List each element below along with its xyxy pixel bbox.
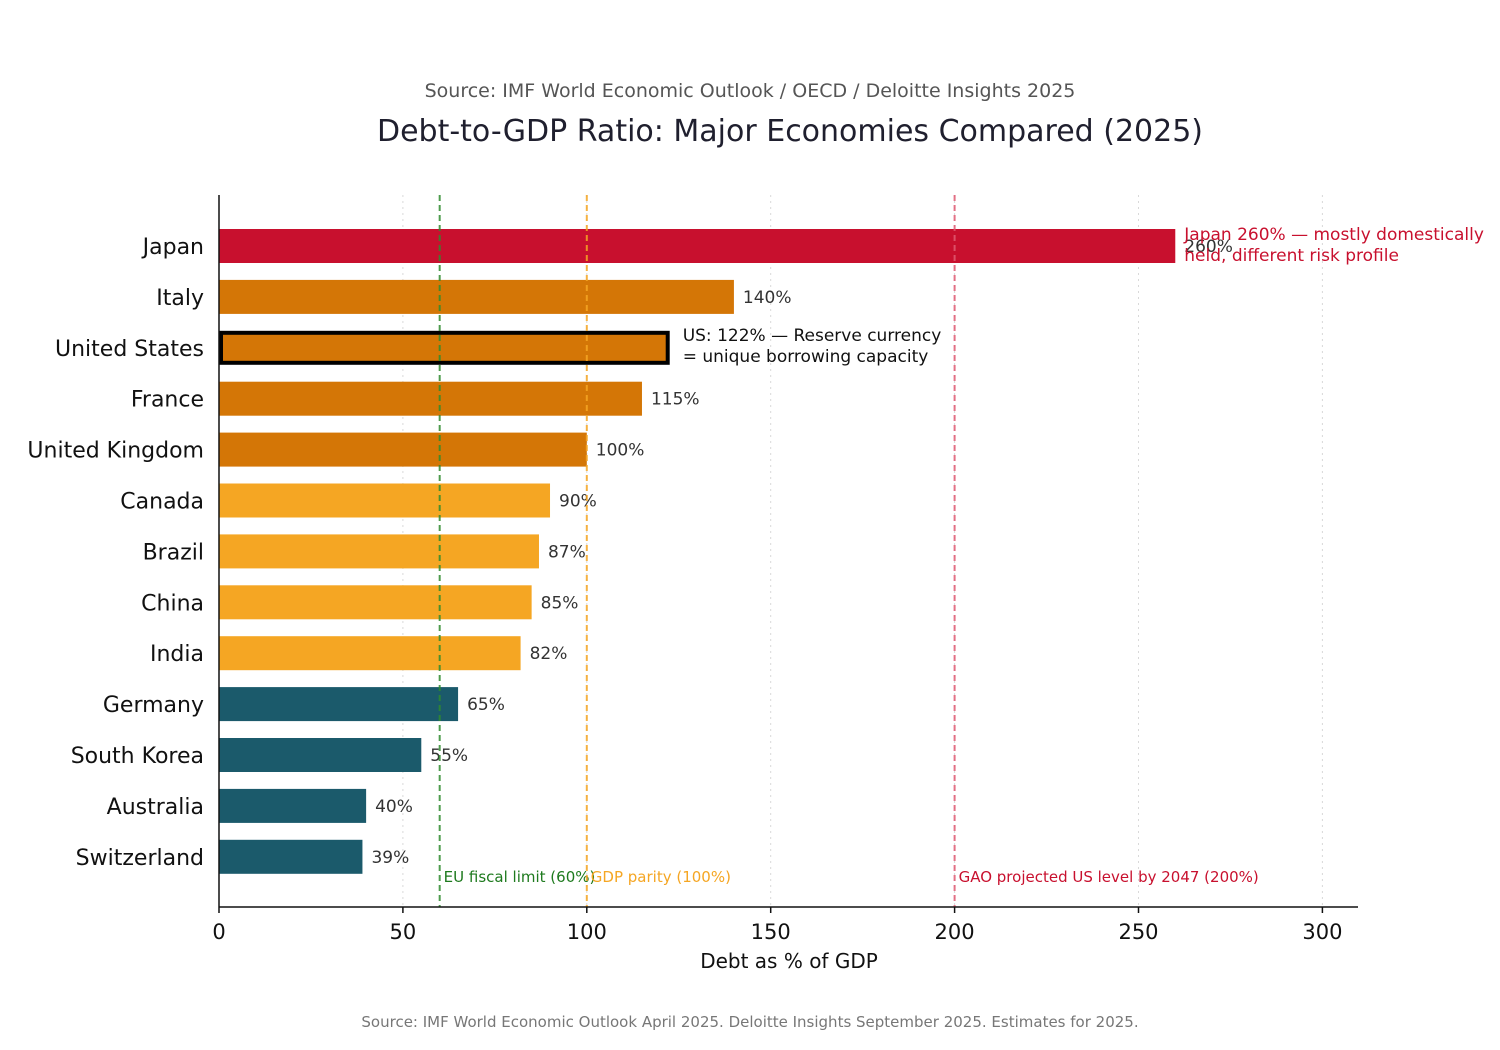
x-tick-label: 250 <box>1118 920 1158 944</box>
x-axis-label: Debt as % of GDP <box>700 949 878 973</box>
x-tick-label: 100 <box>567 920 607 944</box>
category-label: France <box>131 388 204 413</box>
value-label: 55% <box>430 746 468 766</box>
bar-germany <box>219 687 459 722</box>
category-label: Italy <box>156 286 204 311</box>
category-label: Brazil <box>143 540 204 565</box>
category-label: Australia <box>107 795 204 820</box>
category-label: Switzerland <box>76 846 204 871</box>
category-label: South Korea <box>71 744 204 769</box>
value-label: 140% <box>743 288 792 308</box>
bar-india <box>219 636 521 671</box>
category-label: India <box>150 642 204 667</box>
x-tick-label: 50 <box>390 920 417 944</box>
value-label: 100% <box>596 441 645 461</box>
category-label: United States <box>55 337 204 362</box>
x-tick-label: 0 <box>212 920 225 944</box>
bar-australia <box>219 788 367 823</box>
reference-line-label: EU fiscal limit (60%) <box>444 868 596 886</box>
annotation-text: US: 122% — Reserve currency <box>683 326 942 346</box>
bar-japan <box>219 229 1176 263</box>
category-label: Canada <box>120 490 204 515</box>
value-label: 40% <box>375 797 413 817</box>
bar-italy <box>219 279 734 314</box>
category-label: China <box>141 591 204 616</box>
chart-subtitle: Source: IMF World Economic Outlook / OEC… <box>424 80 1076 102</box>
annotation-text: = unique borrowing capacity <box>683 347 929 367</box>
value-label: 115% <box>651 390 700 410</box>
bar-china <box>219 585 532 620</box>
x-tick-label: 300 <box>1302 920 1342 944</box>
x-tick-label: 150 <box>751 920 791 944</box>
chart-footnote: Source: IMF World Economic Outlook April… <box>361 1013 1139 1031</box>
chart-title: Debt-to-GDP Ratio: Major Economies Compa… <box>376 114 1204 149</box>
bar-south-korea <box>219 738 422 772</box>
value-label: 90% <box>559 492 597 512</box>
bar-brazil <box>219 534 539 569</box>
bar-france <box>219 381 642 416</box>
value-label: 87% <box>548 542 586 562</box>
value-label: 82% <box>530 644 568 664</box>
bar-canada <box>219 483 551 518</box>
value-label: 260% <box>1184 237 1233 257</box>
value-label: 85% <box>541 593 579 613</box>
reference-line-label: GDP parity (100%) <box>591 868 731 886</box>
bar-united-kingdom <box>219 432 587 467</box>
value-label: 39% <box>371 848 409 868</box>
bar-united-states <box>219 330 670 365</box>
bar-switzerland <box>219 839 363 874</box>
category-label: Germany <box>103 693 204 718</box>
reference-line-label: GAO projected US level by 2047 (200%) <box>959 868 1259 886</box>
value-label: 65% <box>467 695 505 715</box>
x-tick-label: 200 <box>935 920 975 944</box>
annotation-text: Japan 260% — mostly domestically <box>1183 225 1484 245</box>
category-label: United Kingdom <box>27 439 204 464</box>
category-label: Japan <box>141 235 204 260</box>
annotation-text: held, different risk profile <box>1184 246 1399 266</box>
